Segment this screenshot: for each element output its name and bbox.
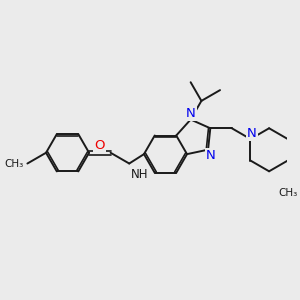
Text: CH₃: CH₃	[278, 188, 297, 198]
Text: N: N	[206, 149, 216, 162]
Text: N: N	[247, 127, 257, 140]
Text: O: O	[94, 139, 105, 152]
Text: CH₃: CH₃	[5, 158, 24, 169]
Text: NH: NH	[130, 169, 148, 182]
Text: N: N	[186, 107, 196, 120]
